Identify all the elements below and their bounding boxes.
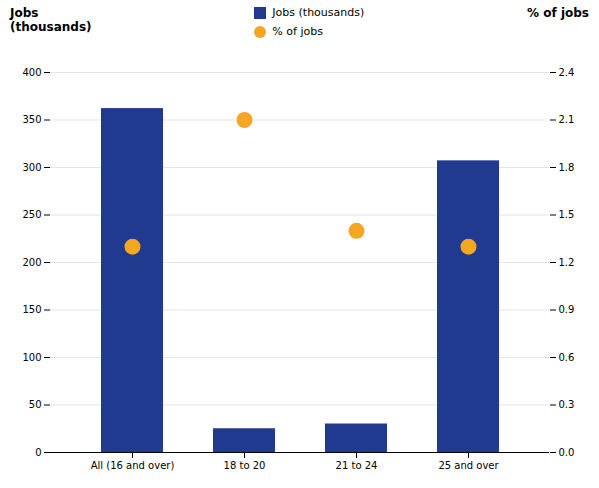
svg-text:350: 350 <box>22 114 41 125</box>
svg-text:All (16 and over): All (16 and over) <box>91 460 175 471</box>
html-text:Jobs (thousands): Jobs (thousands) <box>10 6 92 34</box>
svg-text:18 to 20: 18 to 20 <box>224 460 266 471</box>
svg-text:2.1: 2.1 <box>559 114 575 125</box>
svg-text:300: 300 <box>22 162 41 173</box>
svg-text:150: 150 <box>22 304 41 315</box>
svg-text:25 and over: 25 and over <box>438 460 499 471</box>
svg-text:0.6: 0.6 <box>559 352 575 363</box>
svg-text:200: 200 <box>22 257 41 268</box>
svg-text:2.4: 2.4 <box>559 67 575 78</box>
svg-text:1.2: 1.2 <box>559 257 575 268</box>
svg-text:100: 100 <box>22 352 41 363</box>
svg-text:400: 400 <box>22 67 41 78</box>
html-text:% of jobs: % of jobs <box>272 25 323 38</box>
html-text:% of jobs: % of jobs <box>527 6 589 20</box>
svg-text:0.3: 0.3 <box>559 399 575 410</box>
svg-text:1.8: 1.8 <box>559 162 575 173</box>
svg-text:0.0: 0.0 <box>559 447 575 458</box>
svg-text:0: 0 <box>35 447 41 458</box>
svg-text:250: 250 <box>22 209 41 220</box>
svg-text:50: 50 <box>29 399 42 410</box>
svg-text:21 to 24: 21 to 24 <box>336 460 378 471</box>
svg-text:0.9: 0.9 <box>559 304 575 315</box>
svg-text:1.5: 1.5 <box>559 209 575 220</box>
html-text:Jobs (thousands): Jobs (thousands) <box>272 6 365 19</box>
